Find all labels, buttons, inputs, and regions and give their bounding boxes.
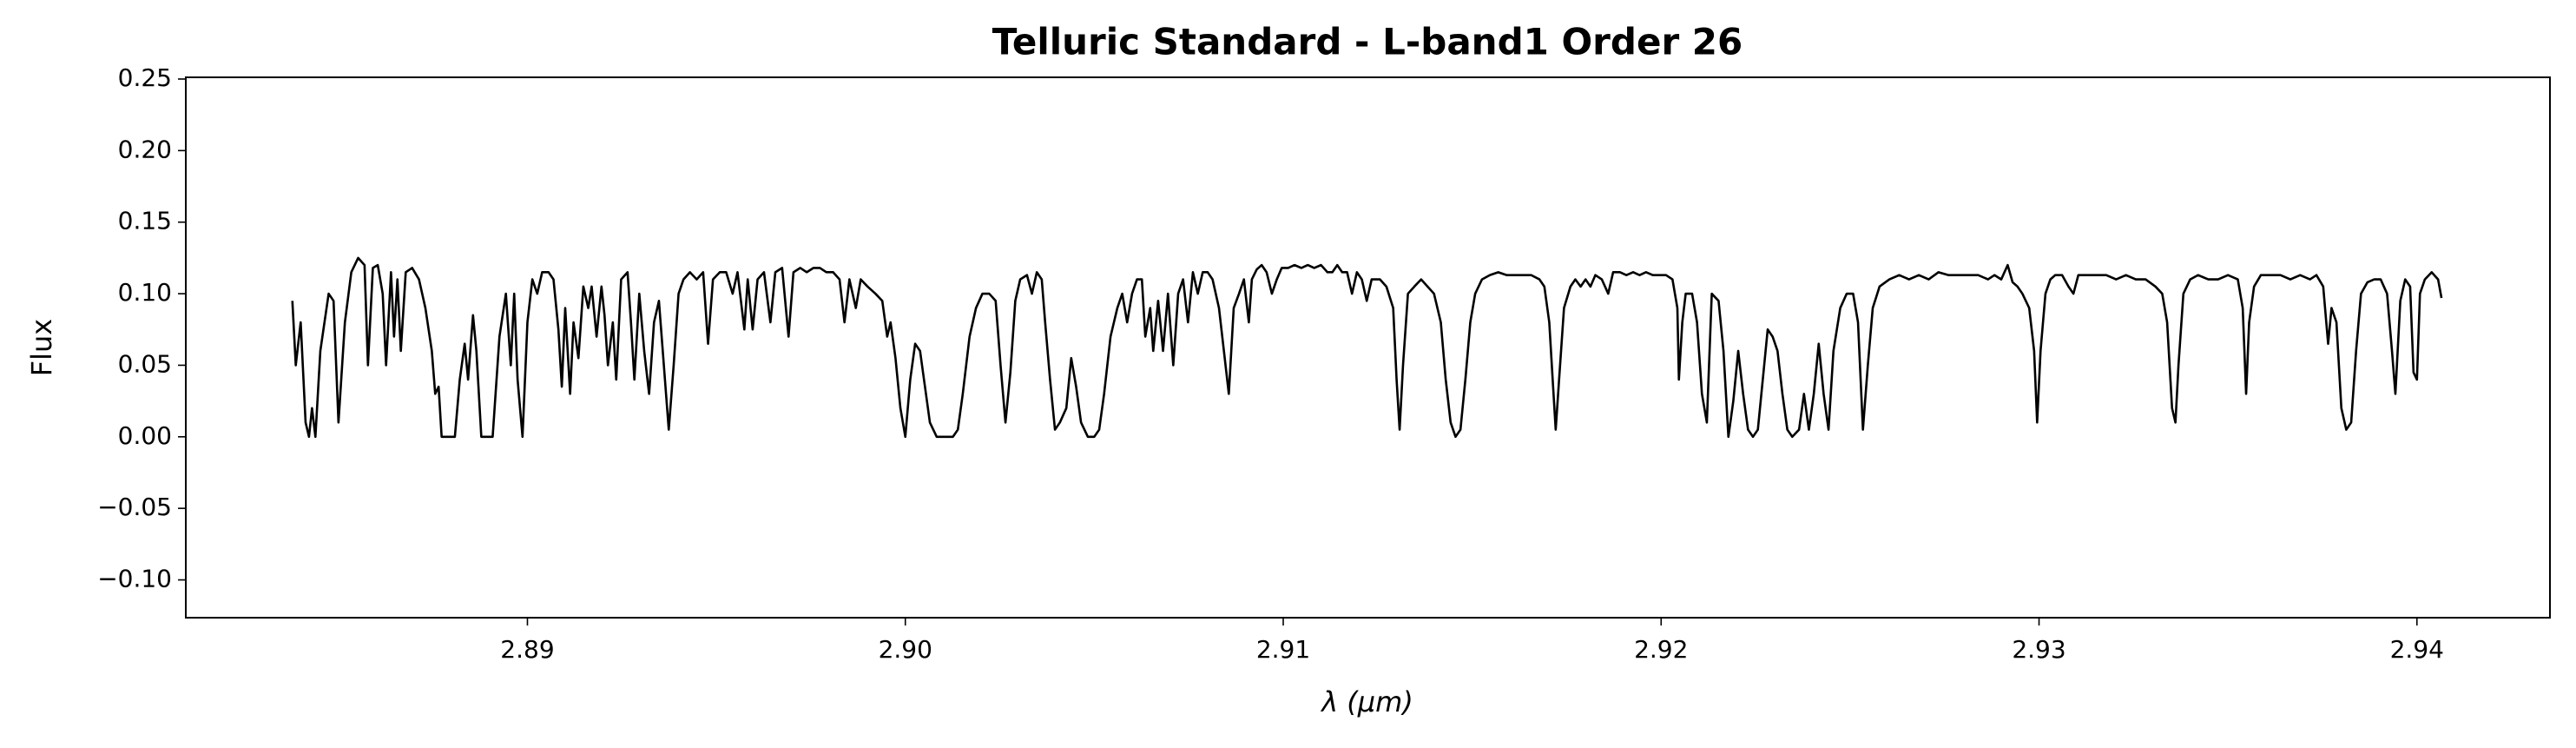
y-tick-label: 0.20 <box>118 135 172 163</box>
x-tick-label: 2.91 <box>1256 635 1310 664</box>
y-tick-label: −0.10 <box>97 565 172 593</box>
x-tick-label: 2.89 <box>500 635 554 664</box>
chart-title: Telluric Standard - L-band1 Order 26 <box>992 21 1743 63</box>
y-tick-label: 0.25 <box>118 63 172 92</box>
y-tick-label: 0.05 <box>118 349 172 378</box>
spectrum-line <box>291 256 2443 439</box>
y-tick-label: 0.15 <box>118 207 172 235</box>
x-tick-label: 2.94 <box>2390 635 2444 664</box>
y-tick-label: 0.00 <box>118 421 172 450</box>
x-tick-label: 2.93 <box>2012 635 2065 664</box>
x-axis-label: λ (μm) <box>1320 685 1413 718</box>
y-tick-label: −0.05 <box>97 493 172 521</box>
plot-frame <box>185 76 2551 619</box>
x-tick-label: 2.90 <box>879 635 932 664</box>
y-tick-label: 0.10 <box>118 278 172 307</box>
y-axis-label: Flux <box>25 319 58 377</box>
x-tick-label: 2.92 <box>1634 635 1688 664</box>
